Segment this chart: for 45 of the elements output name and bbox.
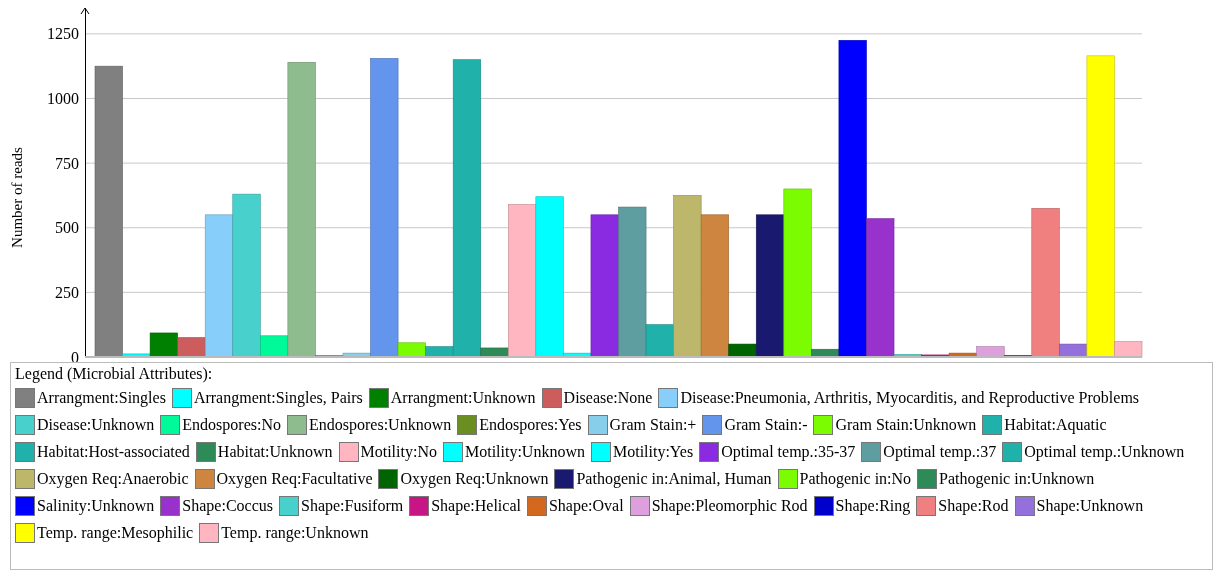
- legend-label: Endospores:Yes: [479, 415, 582, 434]
- legend-label: Shape:Helical: [431, 496, 521, 515]
- y-tick-label: 1000: [47, 90, 79, 108]
- legend-label: Pathogenic in:No: [799, 469, 912, 488]
- legend-label: Arrangment:Singles, Pairs: [193, 388, 363, 407]
- legend-label: Shape:Ring: [835, 496, 911, 515]
- y-tick-label: 250: [55, 283, 79, 301]
- legend-label: Shape:Unknown: [1036, 496, 1144, 515]
- y-tick-label: 750: [55, 154, 79, 172]
- y-tick-label: 500: [55, 219, 79, 237]
- legend-label: Arrangment:Unknown: [390, 388, 536, 407]
- legend-label: Shape:Fusiform: [301, 496, 404, 515]
- legend-label: Oxygen Req:Unknown: [400, 469, 549, 488]
- legend-label: Shape:Oval: [548, 496, 624, 515]
- legend-label: Motility:Unknown: [464, 442, 585, 461]
- legend-label: Habitat:Aquatic: [1004, 415, 1107, 434]
- legend-label: Endospores:No: [182, 415, 281, 434]
- legend-label: Gram Stain:+: [609, 415, 697, 434]
- legend-label: Motility:Yes: [612, 442, 694, 461]
- legend-label: Optimal temp.:35-37: [721, 442, 856, 461]
- legend-label: Optimal temp.:Unknown: [1024, 442, 1185, 461]
- legend-label: Arrangment:Singles: [37, 388, 166, 407]
- y-tick-label: 1250: [47, 25, 79, 43]
- legend-label: Gram Stain:Unknown: [835, 415, 977, 434]
- legend-label: Temp. range:Unknown: [221, 523, 369, 542]
- legend-label: Temp. range:Mesophilic: [37, 523, 194, 542]
- legend-label: Salinity:Unknown: [37, 496, 155, 515]
- legend-label: Motility:No: [360, 442, 437, 461]
- legend-label: Shape:Coccus: [182, 496, 273, 515]
- legend-label: Disease:Unknown: [37, 415, 155, 434]
- legend-label: Oxygen Req:Facultative: [216, 469, 373, 488]
- legend-label: Pathogenic in:Animal, Human: [576, 469, 772, 488]
- legend-label: Gram Stain:-: [724, 415, 808, 434]
- legend-title: Legend (Microbial Attributes):: [15, 364, 214, 384]
- legend-label: Shape:Pleomorphic Rod: [651, 496, 808, 515]
- y-axis-title: Number of reads: [9, 146, 25, 248]
- legend-label: Habitat:Host-associated: [37, 442, 190, 461]
- legend-label: Disease:None: [563, 388, 653, 407]
- legend-label: Optimal temp.:37: [883, 442, 997, 461]
- legend-label: Shape:Rod: [938, 496, 1009, 515]
- legend-label: Oxygen Req:Anaerobic: [37, 469, 189, 488]
- legend-label: Habitat:Unknown: [217, 442, 333, 461]
- legend-label: Disease:Pneumonia, Arthritis, Myocarditis, and Reproductive Problems: [680, 388, 1140, 407]
- legend-label: Endospores:Unknown: [308, 415, 452, 434]
- legend-label: Pathogenic in:Unknown: [939, 469, 1095, 488]
